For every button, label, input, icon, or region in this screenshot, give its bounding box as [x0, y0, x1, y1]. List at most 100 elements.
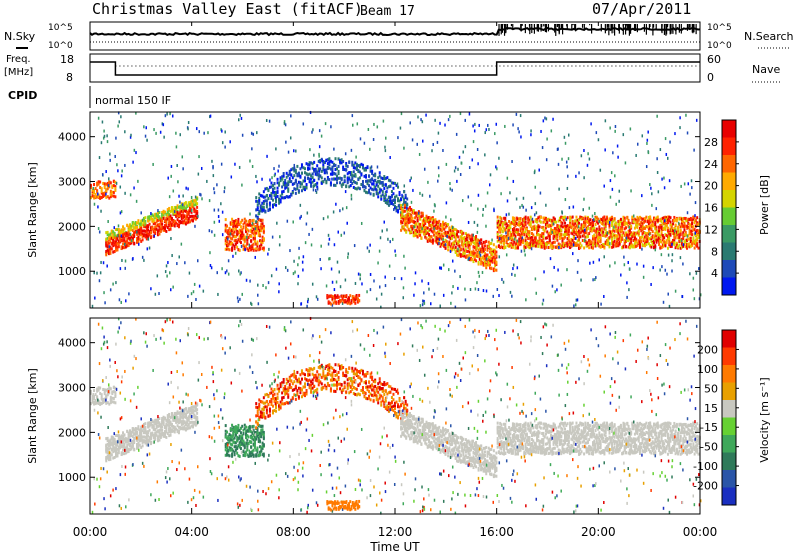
- power-cell: [565, 226, 568, 230]
- power-cell: [170, 237, 172, 241]
- power-cell: [99, 186, 102, 190]
- power-cell: [400, 216, 403, 220]
- power-cell: [189, 207, 192, 211]
- power-cell: [564, 224, 567, 228]
- power-cell: [410, 230, 413, 234]
- power-cell: [584, 235, 587, 239]
- power-cell: [299, 216, 301, 220]
- power-cell: [524, 239, 527, 243]
- power-cell: [233, 224, 236, 228]
- power-cell: [564, 141, 567, 145]
- power-cell: [131, 224, 134, 228]
- power-cell: [622, 222, 625, 226]
- power-cell: [93, 191, 96, 195]
- power-cell: [390, 195, 393, 199]
- power-cell: [140, 232, 143, 236]
- power-cell: [200, 193, 202, 197]
- power-cell: [613, 239, 616, 243]
- power-cell: [458, 249, 461, 253]
- power-cell: [544, 226, 547, 230]
- power-cell: [544, 245, 547, 249]
- power-cell: [284, 184, 287, 188]
- power-cell: [654, 220, 657, 224]
- power-cell: [103, 191, 106, 195]
- power-cell: [93, 183, 96, 187]
- power-cell: [278, 282, 280, 286]
- power-cell: [224, 218, 227, 222]
- power-cell: [576, 218, 579, 222]
- power-cell: [401, 213, 404, 217]
- power-cell: [631, 221, 634, 225]
- power-cell: [491, 238, 493, 242]
- power-cell: [478, 123, 480, 127]
- power-cell: [542, 220, 545, 224]
- power-cell: [562, 237, 565, 241]
- power-cell: [156, 215, 159, 219]
- power-cell: [660, 240, 663, 244]
- power-cell: [425, 219, 428, 223]
- power-cell: [346, 172, 349, 176]
- power-cell: [682, 243, 685, 247]
- power-cell: [131, 239, 134, 243]
- power-cell: [500, 237, 503, 241]
- power-cell: [191, 214, 194, 218]
- power-cell: [457, 167, 459, 171]
- power-cell: [162, 216, 165, 220]
- power-cell: [485, 128, 488, 132]
- power-cell: [454, 233, 457, 237]
- power-cell: [420, 211, 423, 215]
- power-cell: [558, 243, 561, 247]
- power-cell: [630, 225, 633, 229]
- power-cell: [117, 239, 120, 243]
- power-cell: [448, 268, 450, 272]
- power-cell: [423, 301, 426, 305]
- power-cell: [616, 240, 619, 244]
- power-cell: [655, 207, 658, 211]
- power-cell: [661, 177, 663, 181]
- power-cell: [98, 279, 101, 283]
- power-cell: [224, 227, 227, 231]
- power-cell: [547, 241, 550, 245]
- power-cell: [515, 242, 518, 246]
- power-cell: [621, 229, 624, 233]
- power-cell: [454, 228, 457, 232]
- power-cell: [504, 220, 507, 224]
- power-cell: [517, 230, 519, 234]
- power-cell: [156, 233, 159, 237]
- power-cell: [162, 211, 165, 215]
- power-cell: [378, 181, 381, 185]
- power-cell: [229, 236, 232, 240]
- power-cell: [334, 183, 337, 187]
- power-cell: [642, 237, 645, 241]
- power-cell: [492, 267, 495, 271]
- power-cell: [458, 155, 461, 159]
- power-cell: [259, 218, 262, 222]
- power-cell: [450, 218, 452, 222]
- power-cell: [475, 237, 478, 241]
- power-cell: [517, 244, 519, 248]
- power-cell: [461, 237, 464, 241]
- power-cell: [377, 176, 380, 180]
- power-cell: [262, 246, 265, 250]
- power-cell: [141, 255, 144, 259]
- power-cell: [564, 221, 567, 225]
- power-cell: [591, 224, 594, 228]
- power-cell: [645, 215, 648, 219]
- power-cell: [499, 226, 502, 230]
- power-cell: [584, 228, 586, 232]
- power-cell: [374, 185, 377, 189]
- power-cell: [534, 219, 537, 223]
- power-cell: [496, 167, 498, 171]
- power-cell: [334, 177, 337, 181]
- power-cell: [401, 216, 404, 220]
- power-cell: [124, 232, 127, 236]
- power-cell: [534, 240, 537, 244]
- power-cell: [132, 160, 134, 164]
- power-cell: [569, 223, 572, 227]
- power-cell: [282, 189, 285, 193]
- power-cell: [428, 219, 431, 223]
- power-cell: [117, 234, 120, 238]
- power-cell: [108, 233, 111, 237]
- power-cell: [680, 241, 683, 245]
- power-cell: [640, 224, 643, 228]
